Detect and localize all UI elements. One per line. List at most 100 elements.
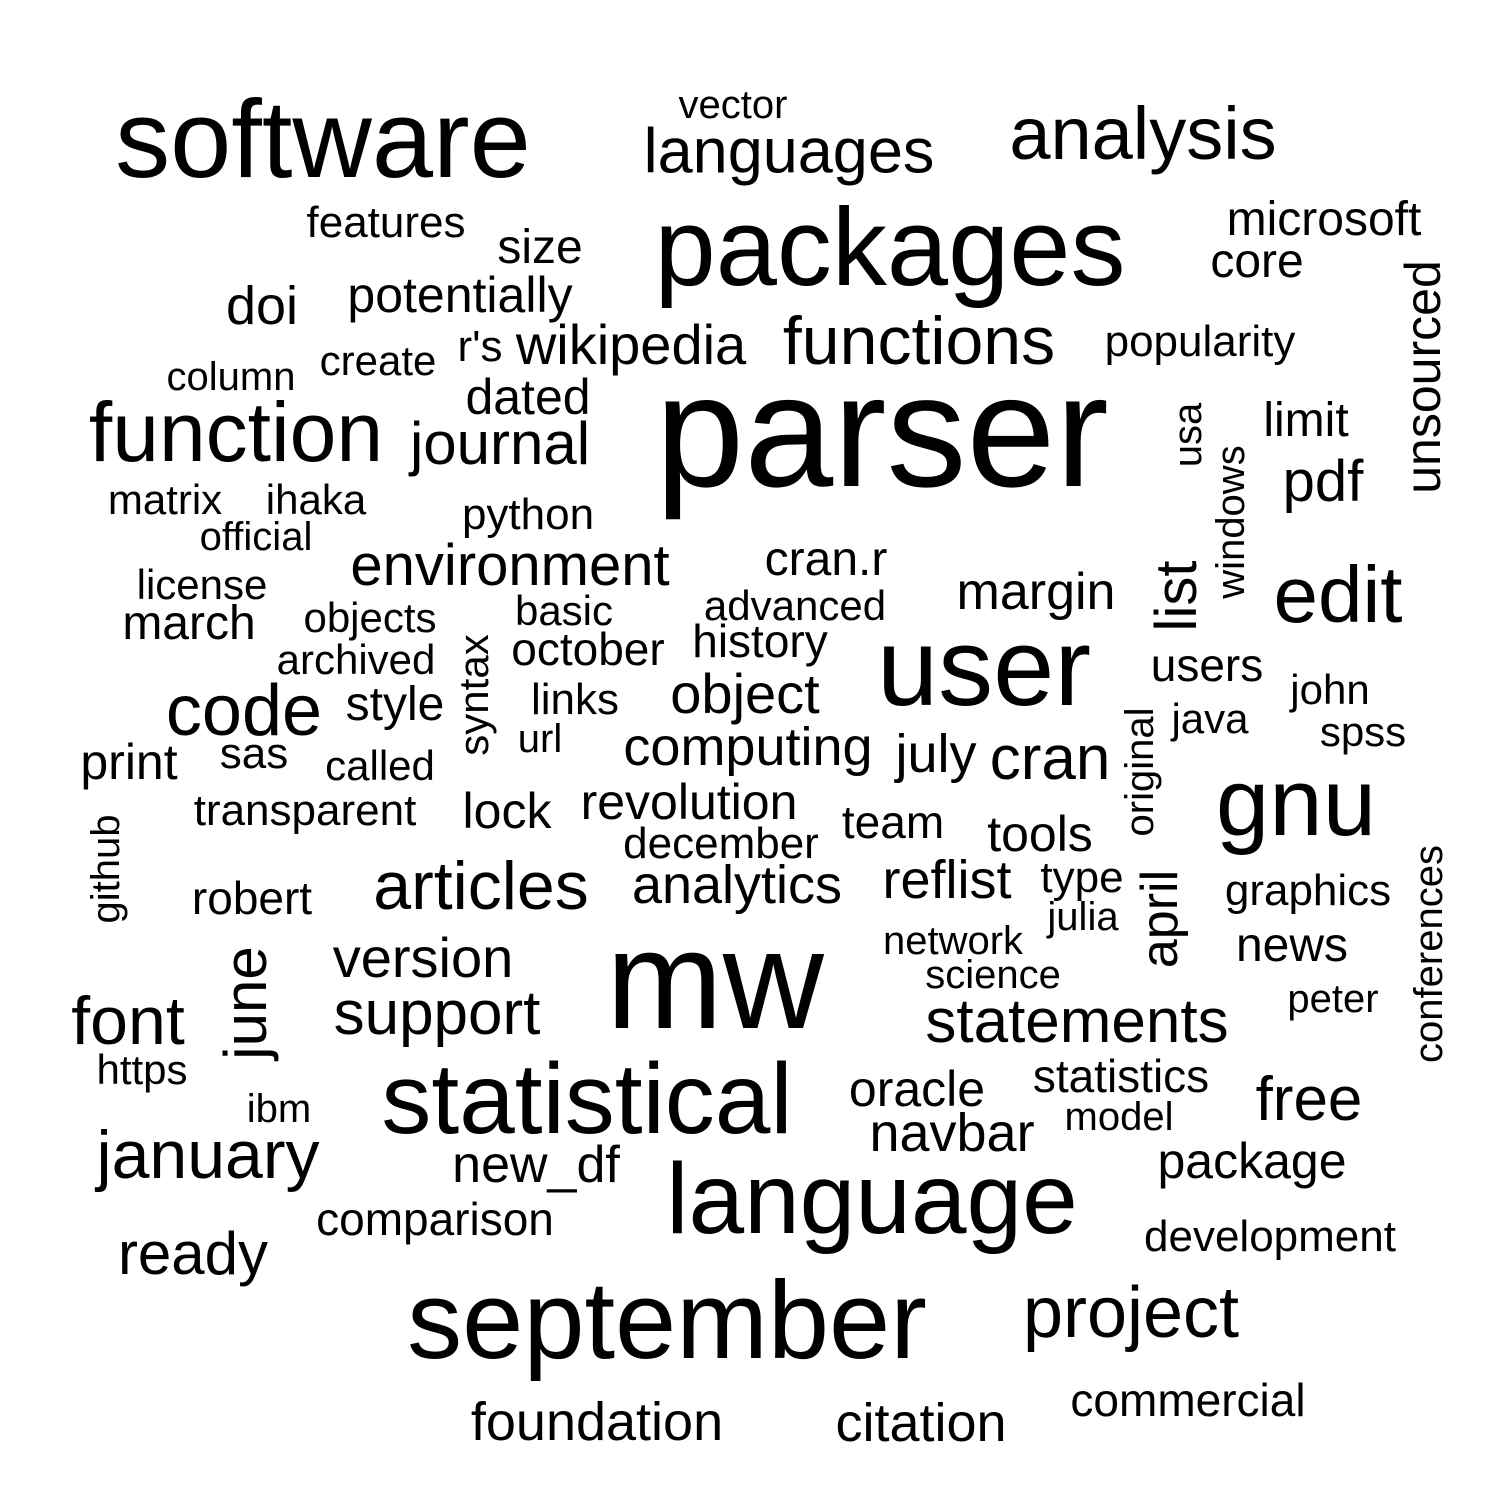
word: style	[345, 678, 445, 731]
word: march	[122, 597, 256, 650]
word: basic	[514, 587, 614, 634]
word: user	[877, 606, 1091, 729]
word: oracle	[848, 1061, 986, 1117]
word: analytics	[631, 855, 843, 915]
word: reflist	[882, 850, 1012, 910]
word: font	[71, 983, 185, 1059]
word: microsoft	[1226, 193, 1422, 246]
word: sas	[219, 729, 289, 778]
word: functions	[782, 303, 1056, 379]
word: pdf	[1282, 449, 1364, 514]
word: articles	[373, 848, 589, 924]
word: spss	[1319, 708, 1407, 755]
word: url	[517, 717, 563, 761]
word: history	[692, 615, 828, 667]
word: new_df	[452, 1136, 620, 1194]
word: revolution	[580, 774, 798, 830]
word: computing	[623, 717, 873, 777]
word: vector	[678, 83, 788, 127]
word: print	[80, 734, 178, 790]
word: https	[96, 1046, 188, 1093]
word: cran	[989, 724, 1111, 793]
word: usa	[1166, 402, 1210, 468]
word: packages	[654, 186, 1126, 309]
word: software	[115, 78, 531, 201]
word: matrix	[107, 476, 223, 523]
word: commercial	[1070, 1374, 1306, 1426]
word: doi	[225, 276, 299, 336]
word: science	[925, 953, 1061, 997]
word: ihaka	[265, 476, 367, 523]
word: september	[407, 1259, 927, 1382]
word: license	[136, 561, 268, 608]
word: users	[1150, 639, 1264, 691]
word: free	[1255, 1065, 1363, 1134]
word: gnu	[1215, 749, 1377, 856]
word: journal	[409, 410, 591, 477]
word: october	[511, 623, 665, 675]
word: december	[623, 819, 819, 868]
word: features	[306, 198, 466, 247]
word: model	[1064, 1095, 1174, 1139]
word: january	[96, 1117, 320, 1193]
word: official	[199, 515, 313, 559]
word: ibm	[246, 1087, 312, 1131]
word: conferences	[1407, 845, 1451, 1063]
word: support	[333, 979, 541, 1048]
word: popularity	[1104, 317, 1296, 366]
word: network	[882, 919, 1024, 963]
word: transparent	[193, 786, 417, 835]
word: mw	[606, 901, 824, 1058]
word: windows	[1209, 445, 1253, 599]
word: wikipedia	[515, 313, 747, 376]
word: unsourced	[1395, 260, 1451, 494]
word: objects	[303, 594, 437, 641]
word: statistical	[381, 1043, 793, 1155]
word: languages	[643, 116, 935, 187]
word: graphics	[1224, 866, 1392, 915]
word: margin	[956, 563, 1116, 621]
word: development	[1144, 1212, 1396, 1261]
word: potentially	[347, 267, 573, 323]
word: function	[88, 385, 384, 479]
word: environment	[350, 533, 670, 598]
word: april	[1131, 869, 1189, 969]
word: project	[1022, 1273, 1240, 1353]
word: robert	[191, 872, 313, 924]
word: type	[1040, 853, 1124, 902]
word: package	[1157, 1133, 1347, 1189]
word: archived	[276, 636, 436, 683]
word: comparison	[316, 1193, 554, 1245]
word: python	[461, 490, 595, 539]
word: syntax	[450, 634, 497, 756]
word: create	[319, 337, 437, 384]
word: team	[841, 796, 945, 848]
word: dated	[465, 369, 591, 425]
word: ready	[117, 1220, 269, 1287]
word: lock	[462, 783, 552, 839]
word: news	[1235, 919, 1349, 972]
word: github	[84, 814, 128, 924]
word: list	[1144, 560, 1209, 632]
word: language	[666, 1143, 1078, 1255]
word: java	[1171, 695, 1249, 742]
word: cran.r	[764, 533, 888, 586]
word: citation	[835, 1393, 1007, 1453]
word: john	[1290, 666, 1370, 713]
word: size	[497, 221, 583, 274]
word: called	[325, 742, 435, 789]
word: foundation	[470, 1392, 724, 1452]
word: r's	[457, 322, 503, 371]
word: object	[670, 662, 820, 725]
word: original	[1118, 707, 1162, 837]
word: analysis	[1009, 92, 1277, 175]
word: core	[1210, 235, 1304, 288]
word: code	[165, 671, 323, 751]
word: peter	[1287, 977, 1379, 1021]
word: statements	[925, 987, 1229, 1056]
word: june	[212, 946, 279, 1060]
word: julia	[1047, 895, 1119, 939]
word: edit	[1273, 550, 1403, 639]
word: july	[895, 724, 977, 784]
